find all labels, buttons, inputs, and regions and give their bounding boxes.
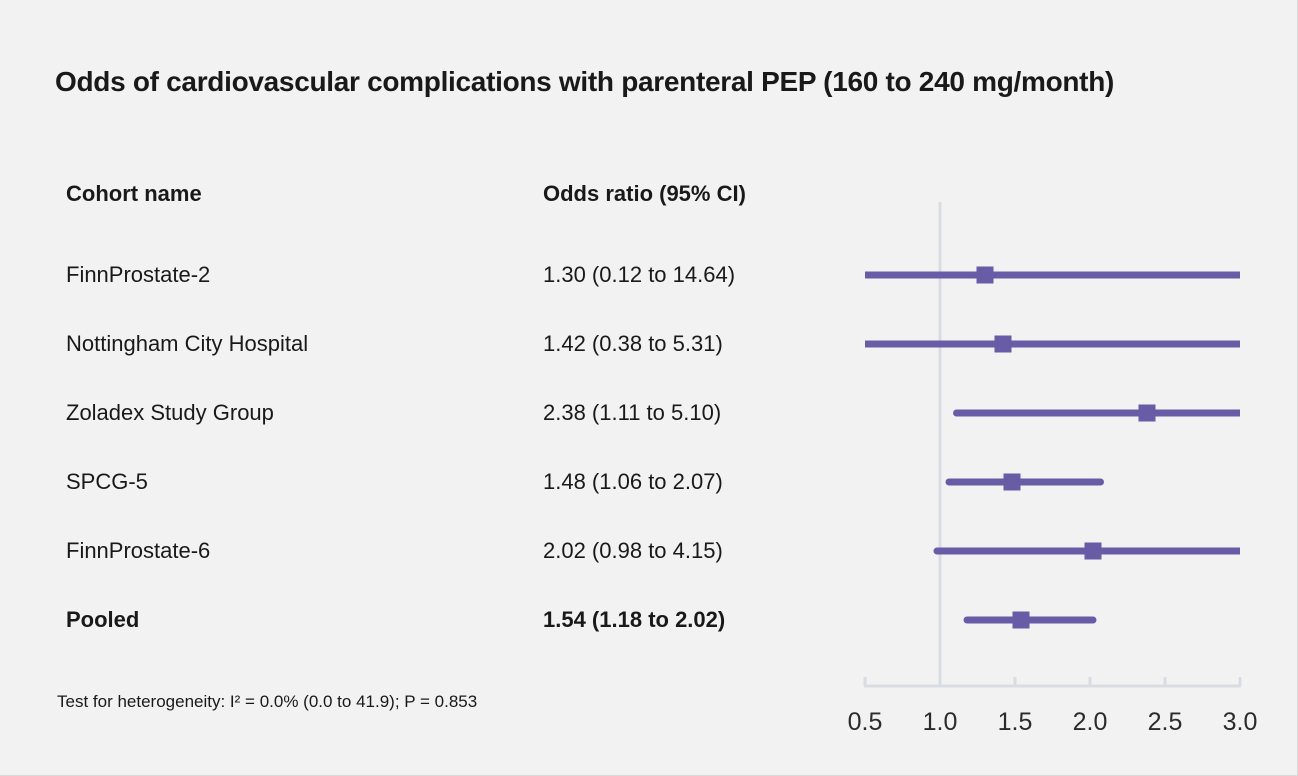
- heterogeneity-footnote: Test for heterogeneity: I² = 0.0% (0.0 t…: [57, 692, 478, 711]
- estimate-marker: [1084, 542, 1102, 560]
- cohort-name: FinnProstate-6: [66, 538, 211, 563]
- ci-cap-left: [963, 616, 971, 624]
- chart-title: Odds of cardiovascular complications wit…: [55, 66, 1115, 97]
- ci-cap-right: [1089, 616, 1097, 624]
- cohort-name: Pooled: [66, 607, 140, 632]
- odds-ratio-value: 2.02 (0.98 to 4.15): [543, 538, 723, 563]
- ci-cap-right: [1097, 478, 1104, 486]
- x-axis-label: 0.5: [848, 708, 883, 736]
- cohort-name: Zoladex Study Group: [66, 400, 274, 425]
- estimate-marker: [994, 335, 1012, 353]
- x-axis-label: 3.0: [1223, 708, 1258, 736]
- x-axis-label: 1.5: [998, 708, 1033, 736]
- cohort-name: SPCG-5: [66, 469, 148, 494]
- ci-cap-left: [945, 478, 953, 486]
- odds-ratio-value: 1.42 (0.38 to 5.31): [543, 331, 723, 356]
- x-axis-label: 2.0: [1073, 708, 1108, 736]
- estimate-marker: [1012, 611, 1030, 629]
- x-axis-label: 1.0: [923, 708, 958, 736]
- odds-ratio-value: 1.30 (0.12 to 14.64): [543, 262, 736, 287]
- ci-cap-left: [953, 409, 960, 417]
- estimate-marker: [1003, 473, 1021, 491]
- estimate-marker: [976, 266, 994, 284]
- odds-ratio-value: 2.38 (1.11 to 5.10): [543, 400, 722, 425]
- cohort-name: Nottingham City Hospital: [66, 331, 309, 356]
- estimate-marker: [1138, 404, 1156, 422]
- cohort-name: FinnProstate-2: [66, 262, 211, 287]
- column-header-cohort-name: Cohort name: [66, 181, 202, 206]
- odds-ratio-value: 1.48 (1.06 to 2.07): [543, 469, 723, 494]
- x-axis-label: 2.5: [1148, 708, 1183, 736]
- odds-ratio-value: 1.54 (1.18 to 2.02): [543, 607, 726, 632]
- column-header-odds-ratio: Odds ratio (95% CI): [543, 181, 746, 206]
- ci-cap-left: [933, 547, 941, 555]
